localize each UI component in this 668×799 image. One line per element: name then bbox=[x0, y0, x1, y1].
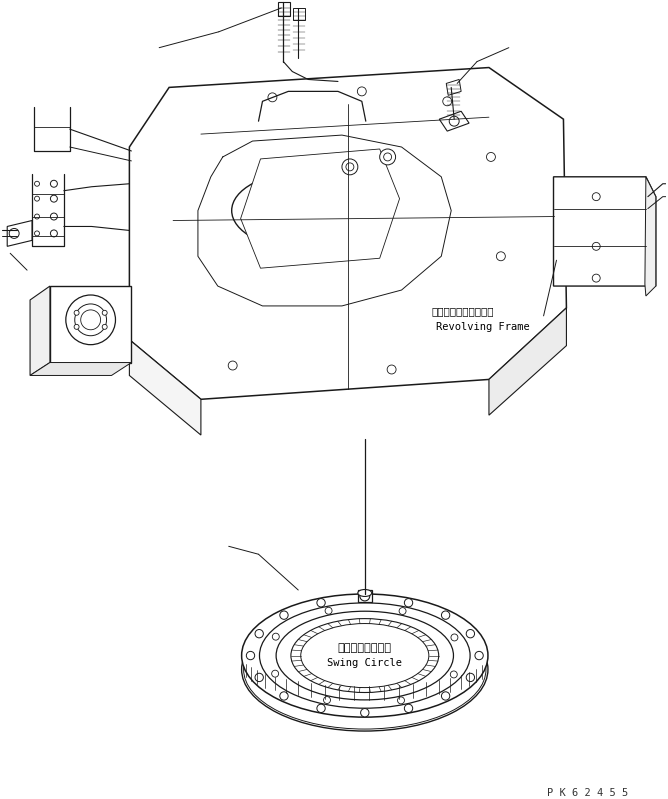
Ellipse shape bbox=[276, 611, 454, 700]
Circle shape bbox=[450, 671, 458, 678]
Circle shape bbox=[273, 633, 279, 640]
Circle shape bbox=[35, 231, 39, 236]
Circle shape bbox=[466, 630, 474, 638]
Circle shape bbox=[9, 229, 19, 238]
Polygon shape bbox=[130, 68, 566, 400]
Circle shape bbox=[442, 692, 450, 700]
Polygon shape bbox=[130, 340, 201, 435]
Circle shape bbox=[50, 230, 57, 237]
Ellipse shape bbox=[242, 608, 488, 731]
Text: Swing Circle: Swing Circle bbox=[327, 658, 402, 667]
Circle shape bbox=[50, 195, 57, 202]
Circle shape bbox=[50, 213, 57, 220]
Polygon shape bbox=[489, 308, 566, 415]
Circle shape bbox=[361, 709, 369, 717]
Circle shape bbox=[255, 674, 263, 682]
Circle shape bbox=[593, 242, 600, 250]
Circle shape bbox=[496, 252, 505, 260]
Polygon shape bbox=[440, 111, 469, 131]
Circle shape bbox=[272, 670, 279, 677]
Circle shape bbox=[379, 149, 395, 165]
Circle shape bbox=[74, 324, 79, 329]
Text: スイングサークル: スイングサークル bbox=[338, 642, 392, 653]
Circle shape bbox=[66, 295, 116, 344]
Text: レボルビングフレーム: レボルビングフレーム bbox=[432, 306, 494, 316]
Circle shape bbox=[399, 607, 406, 614]
Circle shape bbox=[75, 304, 106, 336]
Circle shape bbox=[50, 181, 57, 187]
Circle shape bbox=[486, 153, 496, 161]
Circle shape bbox=[593, 193, 600, 201]
Circle shape bbox=[346, 163, 354, 171]
Circle shape bbox=[35, 181, 39, 186]
Circle shape bbox=[451, 634, 458, 641]
Ellipse shape bbox=[261, 187, 349, 234]
Circle shape bbox=[280, 611, 288, 619]
Circle shape bbox=[404, 704, 413, 713]
Circle shape bbox=[443, 97, 452, 105]
Polygon shape bbox=[240, 149, 399, 268]
Ellipse shape bbox=[301, 623, 429, 688]
Circle shape bbox=[280, 692, 288, 700]
Polygon shape bbox=[30, 363, 132, 376]
Circle shape bbox=[255, 630, 263, 638]
Text: P K 6 2 4 5 5: P K 6 2 4 5 5 bbox=[546, 788, 628, 797]
Polygon shape bbox=[50, 286, 132, 363]
Circle shape bbox=[317, 704, 325, 713]
Circle shape bbox=[35, 214, 39, 219]
Circle shape bbox=[246, 651, 255, 660]
Circle shape bbox=[268, 93, 277, 101]
Circle shape bbox=[360, 591, 370, 601]
Polygon shape bbox=[554, 177, 656, 286]
Circle shape bbox=[228, 361, 237, 370]
Polygon shape bbox=[446, 79, 461, 95]
Circle shape bbox=[102, 310, 107, 316]
Circle shape bbox=[317, 598, 325, 607]
Polygon shape bbox=[293, 8, 305, 20]
Circle shape bbox=[357, 87, 366, 96]
Circle shape bbox=[81, 310, 101, 330]
Circle shape bbox=[404, 598, 413, 607]
Circle shape bbox=[102, 324, 107, 329]
Ellipse shape bbox=[242, 594, 488, 718]
Circle shape bbox=[323, 697, 331, 704]
Circle shape bbox=[325, 607, 332, 614]
Circle shape bbox=[449, 116, 459, 126]
Circle shape bbox=[383, 153, 391, 161]
Ellipse shape bbox=[246, 180, 364, 241]
Ellipse shape bbox=[291, 618, 439, 693]
Ellipse shape bbox=[232, 172, 379, 249]
Circle shape bbox=[397, 697, 405, 704]
Circle shape bbox=[466, 674, 474, 682]
Ellipse shape bbox=[259, 603, 470, 708]
Circle shape bbox=[361, 594, 369, 602]
Circle shape bbox=[342, 159, 358, 175]
Circle shape bbox=[442, 611, 450, 619]
Circle shape bbox=[35, 197, 39, 201]
Circle shape bbox=[475, 651, 483, 660]
Ellipse shape bbox=[244, 610, 486, 729]
Circle shape bbox=[593, 274, 600, 282]
Polygon shape bbox=[645, 177, 656, 296]
Circle shape bbox=[74, 310, 79, 316]
Ellipse shape bbox=[358, 590, 372, 597]
Polygon shape bbox=[30, 286, 50, 376]
Polygon shape bbox=[7, 221, 32, 246]
Circle shape bbox=[387, 365, 396, 374]
Text: Revolving Frame: Revolving Frame bbox=[436, 322, 530, 332]
Polygon shape bbox=[358, 590, 372, 602]
Polygon shape bbox=[279, 2, 291, 16]
